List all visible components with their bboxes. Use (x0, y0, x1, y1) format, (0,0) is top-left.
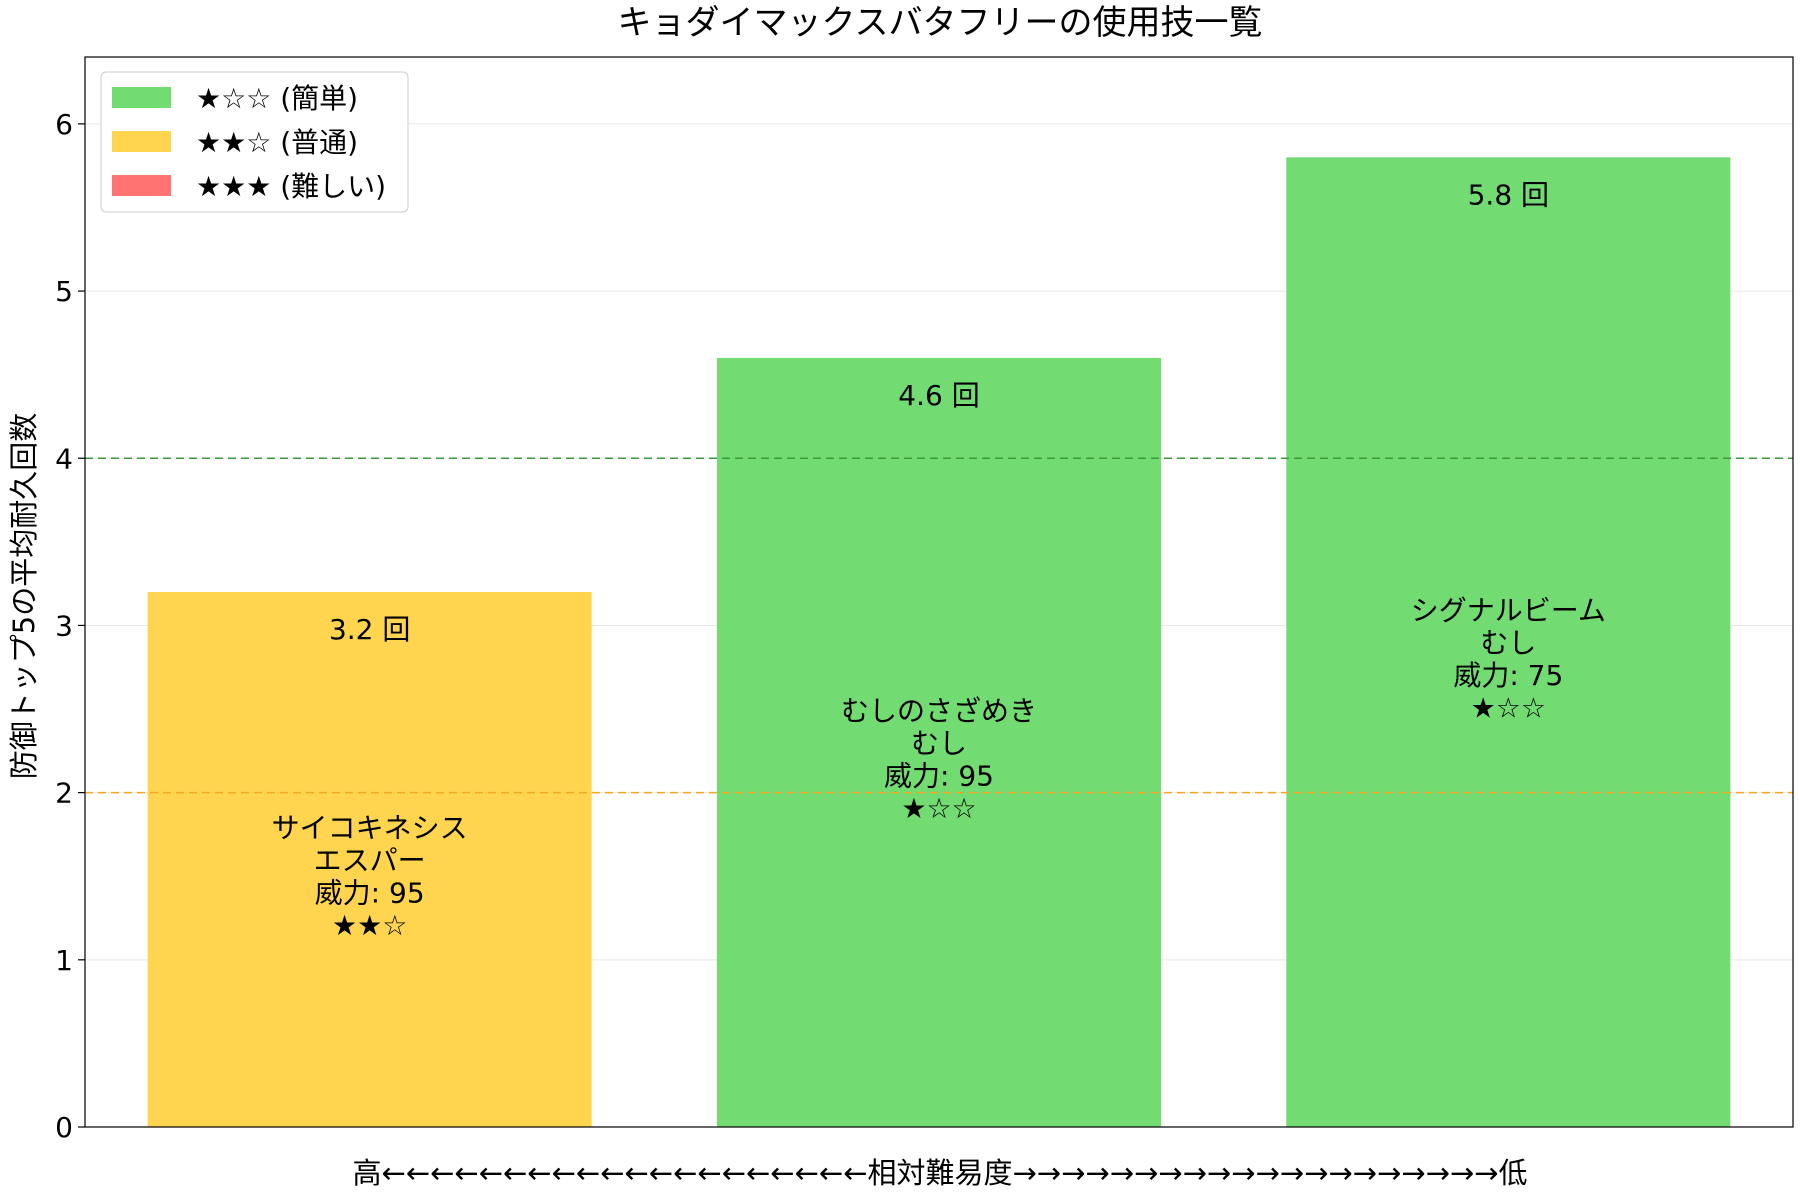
bar (147, 592, 592, 1127)
bar-type-label: むし (1480, 627, 1536, 660)
reference-line-layer (85, 457, 1793, 794)
y-tick-label: 0 (55, 1111, 73, 1144)
y-tick-label: 6 (55, 108, 73, 141)
legend-label: ★★☆ (普通) (196, 126, 358, 159)
legend: ★☆☆ (簡単) ★★☆ (普通) ★★★ (難しい) (100, 71, 409, 213)
legend-swatch (112, 87, 171, 108)
bar-type-label: むし (911, 727, 967, 760)
bar-move-label: むしのさざめき (841, 694, 1037, 727)
bar-value-label: 3.2 回 (329, 613, 410, 646)
x-axis-label: 高←←←←←←←←←←←←←←←←←←←←相対難易度→→→→→→→→→→→→→→… (353, 1156, 1528, 1190)
y-tick-label: 2 (55, 777, 73, 810)
bar-power-label: 威力: 95 (315, 877, 425, 910)
bar-value-label: 5.8 回 (1468, 178, 1549, 211)
plot-frame (84, 56, 1794, 1128)
y-axis-label: 防御トップ5の平均耐久回数 (7, 413, 41, 779)
legend-box (100, 71, 409, 213)
bar-stars-label: ★☆☆ (901, 792, 976, 825)
y-tick-label: 1 (55, 944, 73, 977)
bar-layer (147, 157, 1731, 1127)
bar-power-label: 威力: 95 (884, 759, 994, 792)
bar-move-label: シグナルビーム (1411, 594, 1606, 627)
bar (1286, 157, 1731, 1127)
bar-stars-label: ★☆☆ (1471, 692, 1546, 725)
chart-title: キョダイマックスバタフリーの使用技一覧 (618, 3, 1263, 43)
bar-type-label: エスパー (314, 844, 426, 877)
legend-swatch (112, 131, 171, 152)
bar-power-label: 威力: 75 (1453, 659, 1563, 692)
bar (716, 357, 1162, 1127)
legend-label: ★☆☆ (簡単) (196, 82, 358, 115)
bar-value-label: 4.6 回 (898, 379, 979, 412)
bar-stars-label: ★★☆ (332, 909, 407, 942)
legend-swatch (112, 175, 171, 196)
bar-move-label: サイコキネシス (272, 812, 468, 845)
y-tick-label: 5 (55, 275, 73, 308)
y-tick-label: 4 (55, 442, 73, 475)
legend-label: ★★★ (難しい) (196, 170, 386, 203)
axis-layer: 0 1 2 3 4 5 6 (55, 108, 85, 1144)
y-tick-label: 3 (55, 609, 73, 642)
